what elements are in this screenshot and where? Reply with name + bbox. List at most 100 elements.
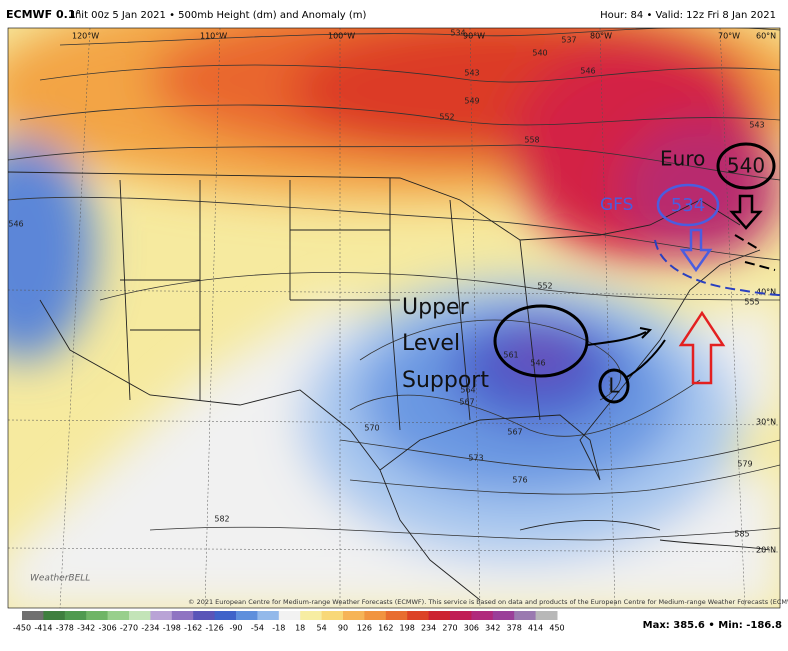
colorbar-segment (43, 611, 66, 620)
low-label: L (608, 374, 620, 398)
colorbar-tick-label: 414 (528, 624, 543, 633)
contour-label: 546 (580, 67, 595, 76)
contour-label: 543 (464, 69, 479, 78)
colorbar-tick-label: 54 (317, 624, 327, 633)
colorbar-segment (257, 611, 280, 620)
contour-label: 561 (503, 351, 518, 360)
contour-label: 555 (744, 298, 759, 307)
colorbar-segment (193, 611, 216, 620)
red-arrow (678, 310, 726, 385)
annotation-text: Level (402, 331, 460, 356)
colorbar-tick-label: -54 (251, 624, 264, 633)
colorbar-segment (385, 611, 408, 620)
colorbar-segment (364, 611, 387, 620)
contour-label: 564 (460, 386, 475, 395)
colorbar-segment (471, 611, 494, 620)
contour-label: 570 (364, 424, 379, 433)
colorbar-segment (428, 611, 451, 620)
contour-label: 540 (532, 49, 547, 58)
colorbar-tick-label: -378 (56, 624, 74, 633)
euro-value: 540 (727, 154, 765, 178)
gfs-circle (656, 183, 720, 227)
longitude-label: 110°W (200, 32, 227, 41)
colorbar-tick-label: -18 (272, 624, 285, 633)
contour-label: 579 (737, 460, 752, 469)
credit: © 2021 European Centre for Medium-range … (188, 598, 788, 606)
colorbar-tick-label: 162 (378, 624, 393, 633)
contour-label: 537 (561, 36, 576, 45)
gfs-value: 534 (671, 195, 705, 216)
gfs-arrow (679, 228, 713, 273)
contour-label: 567 (459, 398, 474, 407)
latitude-label: 40°N (756, 288, 776, 297)
colorbar-tick-label: 378 (507, 624, 522, 633)
colorbar-tick-label: 18 (295, 624, 305, 633)
annotations: Euro 540 GFS 534 Upper Level Support L (402, 142, 781, 404)
colorbar-segment (343, 611, 365, 620)
colorbar-tick-label: -126 (206, 624, 224, 633)
colorbar-tick-label: 90 (338, 624, 348, 633)
euro-trough (734, 234, 776, 271)
colorbar-segment (129, 611, 151, 620)
euro-label: Euro (660, 147, 705, 171)
contour-label: 534 (450, 29, 465, 38)
colorbar-tick-label: 126 (357, 624, 372, 633)
stats: Max: 385.6 • Min: -186.8 (643, 620, 782, 631)
colorbar-tick-label: 450 (549, 624, 564, 633)
contour-labels: 534 537 540 543 546 549 552 558 543 546 … (8, 29, 764, 539)
colorbar-segment (492, 611, 515, 620)
colorbar-segment (86, 611, 109, 620)
contour-label: 585 (734, 530, 749, 539)
colorbar-tick-label: 306 (464, 624, 479, 633)
colorbar-tick-label: -306 (99, 624, 117, 633)
colorbar-segment (278, 611, 301, 620)
colorbar-tick-label: 234 (421, 624, 436, 633)
longitude-label: 70°W (718, 32, 740, 41)
colorbar-segment (300, 611, 323, 620)
longitude-label: 80°W (590, 32, 612, 41)
colorbar-segment (514, 611, 537, 620)
subtitle: Init 00z 5 Jan 2021 • 500mb Height (dm) … (72, 10, 366, 21)
latitude-label: 20°N (756, 546, 776, 555)
geo-labels: 120°W 110°W 100°W 90°W 80°W 70°W 60°N 40… (72, 32, 776, 555)
euro-circle (716, 142, 776, 190)
longitude-label: 100°W (328, 32, 355, 41)
contour-label: 543 (749, 121, 764, 130)
latitude-label: 60°N (756, 32, 776, 41)
upper-level-circle (493, 304, 589, 378)
logo: WeatherBELL (30, 574, 90, 584)
map-frame (7, 27, 781, 609)
colorbar-tick-label: -450 (13, 624, 31, 633)
colorbar: -450 -414 -378 -342 -306 -270 -234 -198 -162 -126… (13, 611, 565, 633)
colorbar-tick-label: -270 (120, 624, 138, 633)
colorbar-segment (321, 611, 344, 620)
colorbar-tick-label: 270 (442, 624, 457, 633)
colorbar-segment (107, 611, 130, 620)
model-name: ECMWF 0.1° (6, 8, 81, 21)
colorbar-segment (64, 611, 87, 620)
contour-label: 552 (439, 113, 454, 122)
colorbar-segment (450, 611, 472, 620)
low-track (624, 339, 666, 379)
colorbar-segment (22, 611, 44, 620)
contour-label: 558 (524, 136, 539, 145)
colorbar-tick-label: -162 (184, 624, 202, 633)
annotation-text: Support (402, 368, 489, 393)
longitude-label: 90°W (463, 32, 485, 41)
contour-label: 546 (530, 359, 545, 368)
colorbar-segment (150, 611, 173, 620)
contour-label: 576 (512, 476, 527, 485)
colorbar-tick-label: 198 (400, 624, 415, 633)
map-field (8, 28, 780, 608)
low-circle (598, 368, 630, 404)
colorbar-segment (171, 611, 194, 620)
gfs-trough (654, 239, 781, 296)
euro-arrow (729, 194, 763, 230)
colorbar-segment (407, 611, 430, 620)
valid-time: Hour: 84 • Valid: 12z Fri 8 Jan 2021 (600, 10, 776, 21)
colorbar-segment (535, 611, 558, 620)
contour-label: 552 (537, 282, 552, 291)
contour-label: 567 (507, 428, 522, 437)
colorbar-segment (214, 611, 237, 620)
